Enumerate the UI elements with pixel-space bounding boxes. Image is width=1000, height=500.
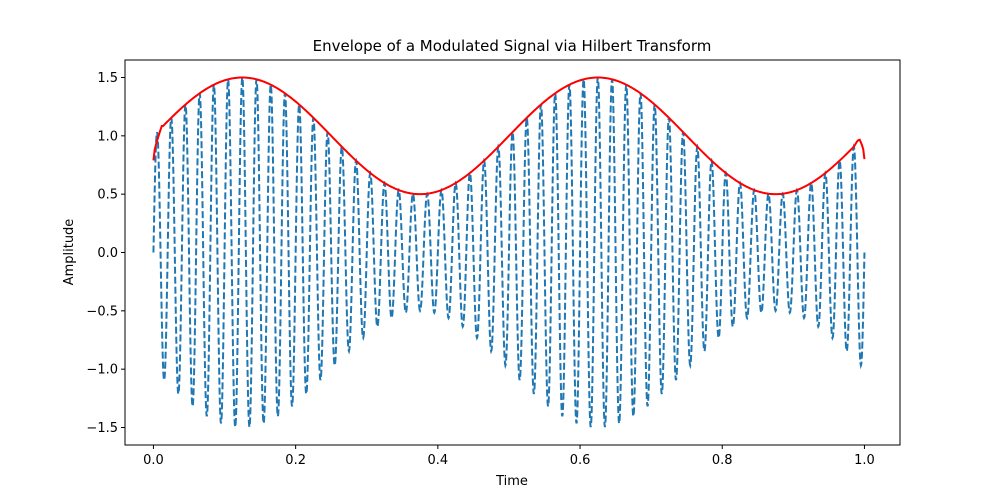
- y-tick-label: 1.0: [97, 129, 118, 144]
- y-tick-label: 0.5: [97, 188, 118, 203]
- y-axis-label: Amplitude: [62, 219, 77, 286]
- y-tick-label: −1.5: [86, 421, 118, 436]
- y-axis: −1.5 −1.0 −0.5 0.0 0.5 1.0 1.5: [86, 71, 125, 436]
- x-tick-label: 1.0: [854, 453, 875, 468]
- y-tick-label: −0.5: [86, 304, 118, 319]
- y-tick-label: −1.0: [86, 363, 118, 378]
- x-tick-label: 0.6: [570, 453, 591, 468]
- y-tick-label: 1.5: [97, 71, 118, 86]
- x-tick-label: 0.0: [143, 453, 164, 468]
- y-tick-label: 0.0: [97, 246, 118, 261]
- x-axis-label: Time: [495, 474, 528, 489]
- x-axis: 0.0 0.2 0.4 0.6 0.8 1.0: [143, 445, 875, 468]
- series-signal: [152, 77, 866, 428]
- x-tick-label: 0.8: [712, 453, 733, 468]
- x-tick-label: 0.4: [428, 453, 449, 468]
- x-tick-label: 0.2: [285, 453, 306, 468]
- axes-frame: [124, 59, 901, 446]
- plot-area: [152, 76, 866, 428]
- chart-title: Envelope of a Modulated Signal via Hilbe…: [313, 37, 712, 55]
- series-envelope: [152, 76, 866, 196]
